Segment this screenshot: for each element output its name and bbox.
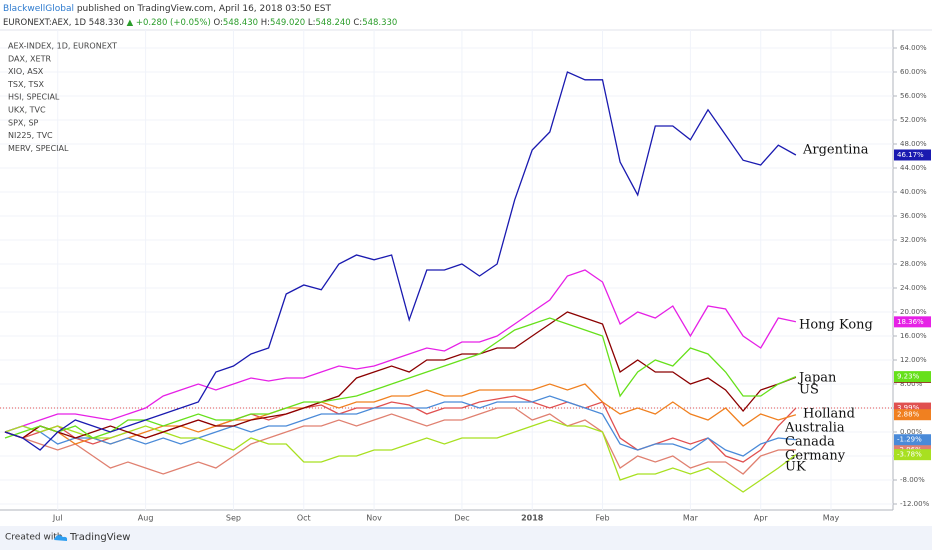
series-line — [4, 269, 797, 433]
legend-entry: AEX-INDEX, 1D, EURONEXT — [8, 42, 117, 51]
x-tick-label: Mar — [683, 514, 699, 523]
series-annotation: Germany — [785, 449, 846, 464]
footer-brand[interactable]: TradingView — [69, 532, 130, 543]
series-annotation: UK — [785, 460, 806, 475]
legend-entry: MERV, SPECIAL — [8, 144, 69, 153]
value-badge-label: -3.78% — [897, 451, 922, 459]
y-tick-label: 12.00% — [900, 356, 927, 364]
value-badge — [894, 149, 931, 161]
legend-entry: SPX, SP — [8, 118, 39, 127]
y-tick-label: -12.00% — [900, 500, 930, 508]
value-badge — [894, 402, 931, 414]
series-annotation: Canada — [785, 435, 835, 450]
value-badge — [894, 316, 931, 328]
x-tick-label: Sep — [226, 514, 241, 523]
series-annotation: US — [799, 383, 819, 398]
value-badge-label: 9.23% — [897, 373, 920, 381]
header-line: BlackwellGlobal published on TradingView… — [3, 4, 331, 14]
y-tick-label: 40.00% — [900, 188, 927, 196]
y-tick-label: 60.00% — [900, 68, 927, 76]
change: ▲ +0.280 (+0.05%) — [127, 18, 211, 28]
value-badge — [894, 434, 931, 446]
x-tick-label: Jul — [52, 514, 63, 523]
footer-text: Created with — [5, 533, 63, 543]
footer-logo[interactable]: TradingView — [54, 532, 130, 543]
y-tick-label: 0.00% — [900, 428, 923, 436]
x-tick-label: Dec — [454, 514, 469, 523]
ohlc-value: 548.240 — [316, 18, 351, 28]
footer-bar — [0, 526, 932, 550]
y-tick-label: 28.00% — [900, 260, 927, 268]
series-annotation: Argentina — [802, 143, 869, 158]
symbol: EURONEXT:AEX, 1D — [3, 18, 87, 28]
ohlc-value: 548.430 — [223, 18, 258, 28]
series-annotation: Japan — [797, 371, 837, 386]
x-tick-label: Feb — [595, 514, 609, 523]
value-badge — [894, 449, 931, 461]
series-line — [4, 71, 797, 451]
legend-entry: UKX, TVC — [8, 106, 46, 115]
x-tick-label: May — [823, 514, 840, 523]
y-tick-label: 24.00% — [900, 284, 927, 292]
x-tick-label: 2018 — [521, 514, 544, 523]
ohlc-label: O: — [214, 18, 223, 28]
series-line — [4, 317, 797, 439]
header-text: published on TradingView.com, April 16, … — [77, 4, 332, 14]
y-tick-label: 64.00% — [900, 44, 927, 52]
x-tick-label: Nov — [366, 514, 382, 523]
x-tick-label: Aug — [138, 514, 154, 523]
legend-entry: NI225, TVC — [8, 131, 53, 140]
value-badge-label: 2.88% — [897, 411, 920, 419]
value-badge-label: -1.29% — [897, 436, 922, 444]
ohlc-label: H: — [261, 18, 270, 28]
ohlc-label: C: — [353, 18, 362, 28]
series-line — [4, 311, 797, 439]
value-badge-label: 3.99% — [897, 404, 920, 412]
symbol-line: EURONEXT:AEX, 1D 548.330 ▲ +0.280 (+0.05… — [3, 18, 397, 28]
y-tick-label: 32.00% — [900, 236, 927, 244]
y-tick-label: 44.00% — [900, 164, 927, 172]
y-tick-label: -8.00% — [900, 476, 925, 484]
value-badge — [894, 371, 931, 383]
legend-entry: TSX, TSX — [7, 80, 44, 89]
legend-entry: XIO, ASX — [8, 67, 44, 76]
value-badge-label: 46.17% — [897, 151, 924, 159]
y-tick-label: 56.00% — [900, 92, 927, 100]
y-tick-label: 36.00% — [900, 212, 927, 220]
ohlc-label: L: — [308, 18, 316, 28]
x-tick-label: Oct — [297, 514, 311, 523]
price: 548.330 — [89, 18, 124, 28]
value-badge-label: 18.36% — [897, 318, 924, 326]
series-line — [4, 407, 796, 475]
series-annotation: Australia — [784, 421, 845, 436]
author[interactable]: BlackwellGlobal — [3, 4, 74, 14]
series-line — [4, 419, 797, 493]
y-tick-label: 52.00% — [900, 116, 927, 124]
series-line — [4, 395, 796, 457]
legend-entry: DAX, XETR — [8, 54, 51, 63]
value-badge — [894, 409, 931, 421]
legend-entry: HSI, SPECIAL — [8, 93, 60, 102]
y-tick-label: 16.00% — [900, 332, 927, 340]
series-annotation: Holland — [803, 407, 855, 422]
ohlc-value: 548.330 — [362, 18, 397, 28]
ohlc-value: 549.020 — [270, 18, 305, 28]
y-tick-label: 48.00% — [900, 140, 927, 148]
y-tick-label: 8.00% — [900, 380, 923, 388]
series-annotation: Hong Kong — [799, 318, 873, 333]
x-tick-label: Apr — [754, 514, 769, 523]
y-tick-label: 20.00% — [900, 308, 927, 316]
logo-icon — [54, 535, 68, 541]
